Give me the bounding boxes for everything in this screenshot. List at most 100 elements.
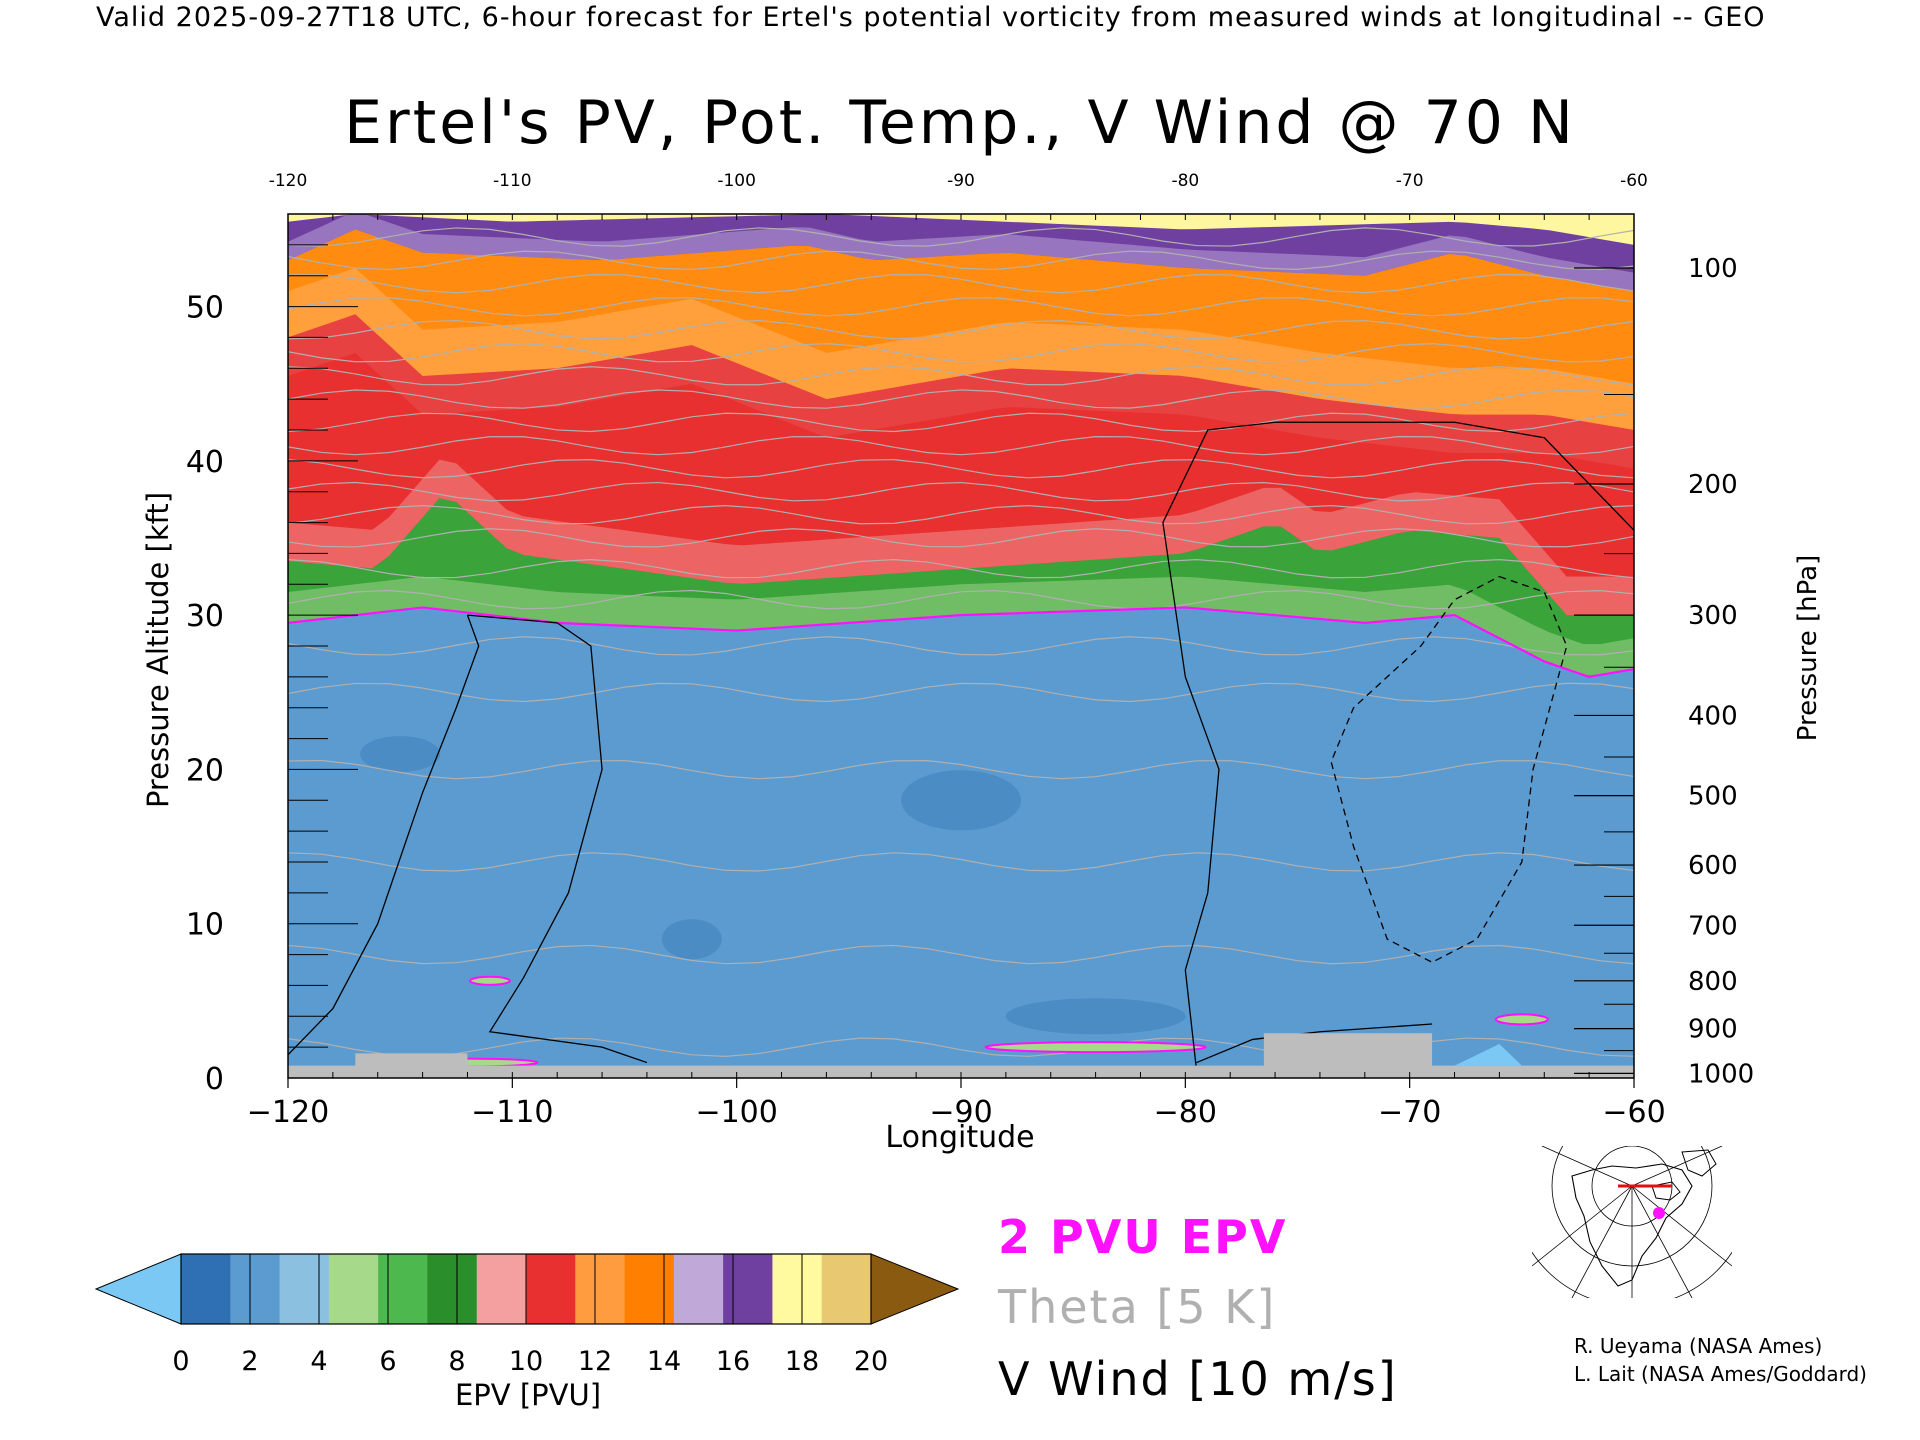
colorbar-tick-label: 6 — [379, 1346, 396, 1377]
theta-contour-line — [288, 944, 1634, 965]
terrain-polygon — [288, 1033, 1634, 1078]
under-range-patch — [1454, 1044, 1522, 1066]
valid-time-header: Valid 2025-09-27T18 UTC, 6-hour forecast… — [96, 2, 1766, 33]
colorbar-tick-label: 14 — [647, 1346, 681, 1377]
epv-transition — [288, 459, 1634, 616]
y-tick-label: 50 — [186, 291, 224, 326]
theta-contour-line — [288, 366, 1634, 386]
epv-low-patch — [661, 919, 722, 960]
chart-title: Ertel's PV, Pot. Temp., V Wind @ 70 N — [344, 88, 1576, 158]
x-tick-label: −70 — [1378, 1095, 1441, 1130]
epv-filled-field — [288, 214, 1634, 1078]
colorbar-segment — [526, 1254, 576, 1324]
colorbar-segment — [723, 1254, 773, 1324]
pressure-tick-label: 400 — [1688, 701, 1738, 731]
colorbar-tick-label: 2 — [241, 1346, 258, 1377]
pressure-tick-label: 100 — [1688, 254, 1738, 284]
credit-line-1: R. Ueyama (NASA Ames) — [1574, 1334, 1823, 1358]
axes: −120 -120 −110 -110 −100 -100 −90 -90 −80 -80 −70 -… — [186, 171, 1754, 1130]
pvu-surface-blob — [468, 975, 511, 986]
pressure-tick-label: 600 — [1688, 851, 1738, 881]
theta-contour-line — [288, 297, 1634, 317]
theta-contour-line — [288, 481, 1634, 502]
theta-contour-line — [288, 343, 1634, 363]
location-inset-map — [1532, 1146, 1732, 1298]
pvu-surface-blob — [984, 1041, 1207, 1054]
v-wind-contour — [1330, 575, 1568, 964]
colorbar-segment — [624, 1254, 675, 1324]
colorbar-tick-label: 10 — [509, 1346, 543, 1377]
colorbar-frame — [180, 1253, 872, 1325]
colorbar-tick-label: 4 — [310, 1346, 327, 1377]
theta-contour-line — [288, 682, 1634, 703]
theta-contour-line — [288, 852, 1634, 872]
colorbar-segment — [772, 1254, 823, 1324]
y-tick-label: 30 — [186, 599, 224, 634]
theta-contour-line — [288, 412, 1634, 433]
theta-contours — [288, 227, 1634, 1057]
epv-band — [288, 607, 1634, 1078]
x-tick-label: −120 — [247, 1095, 329, 1130]
theta-contour-line — [288, 559, 1634, 579]
top-tick-label: -90 — [947, 171, 975, 191]
colorbar-segment — [328, 1254, 379, 1324]
colorbar-segment — [378, 1254, 428, 1324]
theta-contour-line — [288, 319, 1634, 340]
theta-contour-line — [288, 759, 1634, 780]
x-tick-label: −110 — [471, 1095, 553, 1130]
pressure-tick-label: 200 — [1688, 470, 1738, 500]
theta-contour-line — [288, 505, 1634, 525]
theta-contour-line — [288, 458, 1634, 479]
pressure-tick-label: 300 — [1688, 601, 1738, 631]
colorbar-segment — [476, 1254, 527, 1324]
x-axis-label-text: Longitude — [885, 1120, 1035, 1155]
v-wind-contour — [288, 614, 480, 1056]
theta-contour-line — [288, 435, 1634, 456]
colorbar-tick-label: 8 — [448, 1346, 465, 1377]
theta-contour-line — [288, 389, 1634, 409]
x-tick-label: −60 — [1602, 1095, 1665, 1130]
theta-contour-line — [288, 636, 1634, 656]
colorbar-segment — [181, 1254, 231, 1324]
x-tick-label: −80 — [1154, 1095, 1217, 1130]
v-wind-contours — [288, 421, 1634, 1071]
pvu-tropopause-line — [288, 606, 1634, 678]
theta-contour-line — [288, 273, 1634, 294]
top-tick-label: -70 — [1396, 171, 1424, 191]
y-tick-label: 10 — [186, 908, 224, 943]
y-tick-label: 20 — [186, 753, 224, 788]
colorbar-tick-label: 0 — [172, 1346, 189, 1377]
x-axis-label: Longitude — [0, 1120, 1920, 1155]
colorbar-segment — [821, 1254, 872, 1324]
legend-theta: Theta [5 K] — [998, 1280, 1277, 1334]
top-tick-label: -100 — [717, 171, 756, 191]
v-wind-contour — [467, 614, 648, 1064]
legend-v-wind: V Wind [10 m/s] — [998, 1352, 1398, 1406]
x-tick-label: −100 — [695, 1095, 777, 1130]
v-wind-contour — [1162, 421, 1634, 1071]
colorbar-segment — [230, 1254, 281, 1324]
colorbar-segment — [575, 1254, 626, 1324]
x-tick-label: −90 — [929, 1095, 992, 1130]
epv-transition — [288, 576, 1634, 675]
epv-transition — [288, 314, 1634, 469]
theta-contour-line — [288, 589, 1634, 610]
colorbar-segment — [427, 1254, 478, 1324]
pressure-tick-label: 900 — [1688, 1015, 1738, 1045]
y-tick-label: 40 — [186, 445, 224, 480]
epv-low-patch — [1005, 998, 1186, 1035]
top-tick-label: -60 — [1620, 171, 1648, 191]
top-tick-label: -110 — [493, 171, 532, 191]
epv-low-patch — [360, 736, 441, 772]
y-tick-label: 0 — [205, 1062, 224, 1097]
colorbar-tick-label: 20 — [854, 1346, 888, 1377]
colorbar-over-arrow — [870, 1253, 960, 1325]
theta-contour-line — [288, 528, 1634, 548]
colorbar-tick-label: 12 — [578, 1346, 612, 1377]
terrain-mask — [288, 1033, 1634, 1078]
epv-transition — [288, 268, 1634, 430]
theta-contour-line — [288, 250, 1634, 271]
colorbar-segment — [673, 1254, 724, 1324]
credit-line-2: L. Lait (NASA Ames/Goddard) — [1574, 1362, 1867, 1386]
